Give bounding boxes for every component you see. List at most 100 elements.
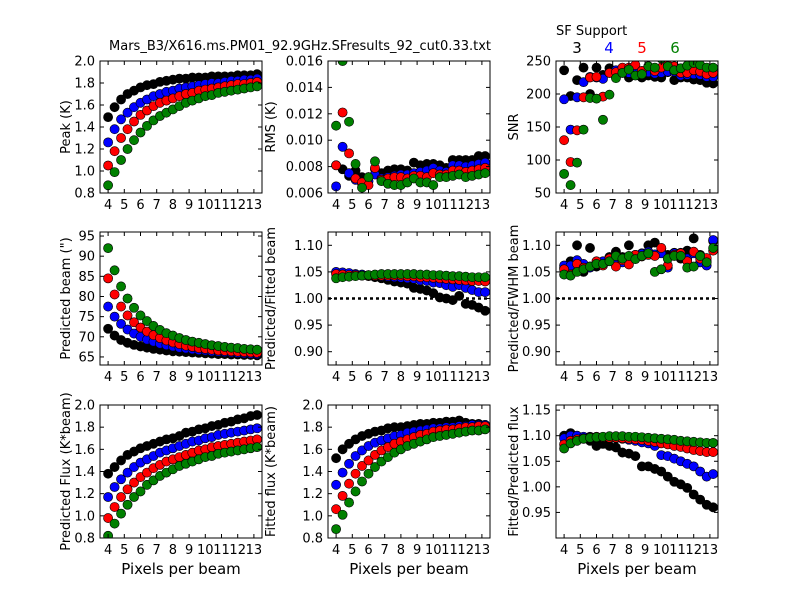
x-tick-label: 12 [685,198,702,213]
data-point [109,265,120,276]
data-point [656,243,667,253]
x-tick-label: 11 [441,370,458,385]
x-tick-label: 13 [246,370,263,385]
x-tick-label: 5 [576,543,584,558]
data-point [350,159,361,169]
x-tick-label: 8 [625,543,633,558]
x-tick-label: 11 [669,370,686,385]
data-point [428,180,439,190]
data-point [331,160,341,171]
x-tick-label: 6 [592,370,600,385]
subplot-6: 4 5 6 7 8 9 10 11 12 13 0.90 0.95 1.00 1.05 1.10Predic… [507,225,719,385]
data-point [688,489,699,500]
legend-entry-5: 5 [637,39,647,57]
x-tick-label: 9 [185,543,193,558]
y-tick-label: 1.10 [522,239,551,254]
x-tick-label: 7 [153,370,161,385]
x-tick-label: 9 [641,543,649,558]
data-point [331,524,341,535]
x-tick-label: 12 [457,370,474,385]
subplot-9: 4 5 6 7 8 9 10 11 12 13 0.95 1.00 1.05 1.10 1.15Fitted… [507,404,719,578]
data-points [103,69,262,191]
data-point [688,261,699,272]
y-tick-label: 1.0 [302,509,323,524]
data-point [103,137,113,148]
data-point [129,492,139,502]
y-tick-label: 0.8 [302,532,323,547]
data-point [337,107,348,118]
x-tick-label: 10 [197,543,214,558]
x-tick-label: 5 [348,370,356,385]
x-tick-label: 11 [441,198,458,213]
data-points [331,415,490,535]
data-point [331,479,341,490]
data-point [116,492,126,502]
data-point [116,301,126,312]
data-point [572,157,582,168]
data-point [559,94,569,105]
x-tick-label: 7 [381,543,389,558]
x-tick-label: 6 [364,543,372,558]
y-axis-label: Fitted flux (K*beam) [264,406,279,537]
subplot-7: 4 5 6 7 8 9 10 11 12 13 0.8 1.0 1.2 1.4 1.6 1.8 2.0Predi… [59,392,263,578]
data-point [480,272,490,283]
x-tick-label: 11 [669,198,686,213]
data-point [480,168,490,179]
x-tick-label: 11 [669,543,686,558]
x-tick-label: 4 [560,198,568,213]
data-point [363,468,374,479]
x-tick-label: 10 [425,198,442,213]
x-tick-label: 7 [609,543,617,558]
data-point [135,127,146,138]
y-tick-label: 150 [526,121,551,136]
data-point [585,243,595,253]
data-point [604,256,615,267]
data-point [337,444,348,455]
data-point [682,482,693,493]
data-point [103,301,113,312]
y-tick-label: 0.95 [522,319,551,334]
x-tick-label: 9 [413,198,421,213]
y-tick-label: 1.4 [302,465,323,480]
data-point [598,114,608,125]
data-point [129,135,139,146]
data-point [103,243,113,254]
data-point [122,467,133,478]
x-tick-label: 9 [641,198,649,213]
series-6 [103,442,262,538]
y-tick-label: 0.006 [286,187,323,202]
x-tick-label: 12 [685,370,702,385]
data-point [103,492,113,502]
x-tick-label: 8 [625,198,633,213]
y-tick-label: 2.0 [74,399,95,414]
data-point [122,144,133,154]
data-point [337,141,348,152]
data-point [344,148,354,159]
data-points [559,61,718,190]
x-tick-label: 7 [609,198,617,213]
y-tick-label: 0.90 [522,345,551,360]
x-tick-label: 9 [641,370,649,385]
x-tick-label: 7 [609,370,617,385]
series-6 [103,81,262,191]
data-point [454,290,465,301]
data-point [109,146,120,157]
x-tick-label: 8 [169,198,177,213]
y-tick-label: 1.00 [294,292,323,307]
data-point [122,293,133,304]
y-tick-label: 200 [526,88,551,103]
data-point [578,124,589,135]
x-tick-label: 7 [381,370,389,385]
y-tick-label: 1.2 [74,487,95,502]
data-point [611,261,621,272]
y-tick-label: 1.0 [74,509,95,524]
x-tick-label: 11 [441,543,458,558]
y-tick-label: 100 [526,154,551,169]
data-points [559,233,718,281]
x-tick-label: 9 [413,543,421,558]
y-tick-label: 0.95 [294,319,323,334]
data-point [559,168,569,179]
data-point [363,172,374,183]
series-6 [559,61,718,190]
y-tick-label: 0.008 [286,160,323,175]
